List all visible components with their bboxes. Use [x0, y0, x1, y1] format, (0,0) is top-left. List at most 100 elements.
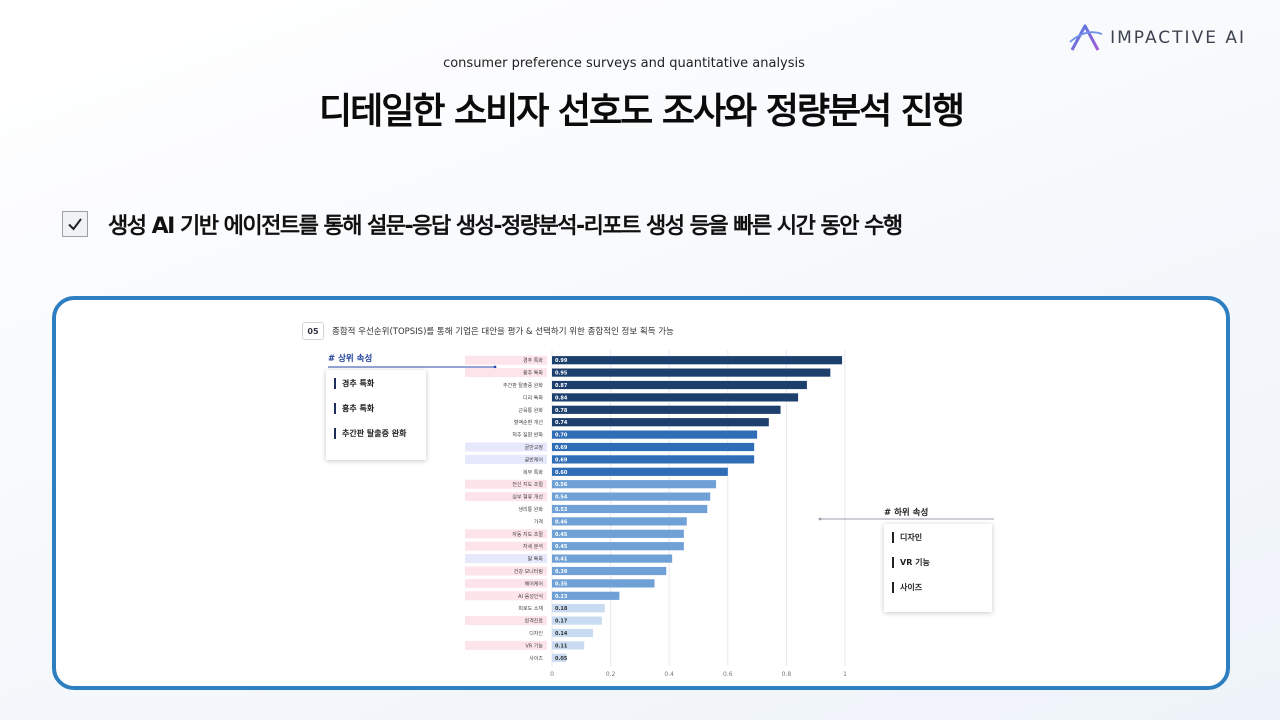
bullet-text: 생성 AI 기반 에이전트를 통해 설문-응답 생성-정량분석-리포트 생성 등… — [108, 214, 903, 239]
category-label: 흉추 특화 — [523, 370, 543, 377]
category-label: 원격진료 — [525, 618, 544, 625]
bar — [552, 653, 567, 662]
bar — [552, 542, 684, 551]
lower-attr-item: 사이즈 — [892, 582, 992, 593]
data-label: 0.35 — [555, 581, 568, 587]
data-label: 0.78 — [555, 408, 568, 414]
category-label: 심부 혈류 개선 — [512, 494, 543, 501]
category-label: 골반케어 — [525, 456, 543, 463]
upper-attr-item: 경추 특화 — [334, 378, 426, 389]
category-highlight — [465, 591, 547, 601]
category-label: 골반교정 — [525, 444, 543, 451]
data-label: 0.74 — [555, 420, 568, 426]
bar — [552, 418, 769, 427]
data-label: 0.41 — [555, 557, 568, 563]
data-label: 0.87 — [555, 383, 568, 389]
x-tick-label: 1 — [843, 671, 847, 676]
panel-header: 05 종합적 우선순위(TOPSIS)를 통해 기업은 대안을 평가 & 선택하… — [302, 322, 674, 340]
lower-attr-item: VR 기능 — [892, 557, 992, 568]
bar — [552, 368, 831, 377]
category-label: 혈액순환 개선 — [514, 419, 544, 426]
data-label: 0.69 — [555, 445, 568, 451]
category-label: 척추 질환 완화 — [512, 432, 543, 439]
category-label: 복부 특화 — [523, 470, 543, 476]
data-label: 0.23 — [555, 594, 568, 600]
category-highlight — [465, 578, 547, 588]
data-label: 0.45 — [555, 532, 568, 538]
panel-number: 05 — [302, 322, 324, 340]
upper-attr-title: # 상위 속성 — [328, 354, 373, 364]
data-label: 0.11 — [555, 643, 568, 649]
category-highlight — [465, 566, 547, 576]
upper-attr-item: 흉추 특화 — [334, 403, 426, 414]
category-label: 생리통 완화 — [518, 506, 543, 513]
bar — [552, 591, 620, 600]
category-highlight — [465, 640, 547, 650]
data-label: 0.45 — [555, 544, 568, 550]
bar — [552, 517, 687, 526]
category-label: VR 기능 — [525, 642, 543, 649]
bar — [552, 616, 602, 625]
category-label: 근육통 완화 — [518, 407, 543, 414]
category-label: 전신 지도 조절 — [512, 481, 543, 488]
category-label: 추간판 탈출증 완화 — [503, 382, 543, 389]
bar — [552, 504, 708, 514]
category-highlight — [465, 529, 547, 539]
data-label: 0.99 — [555, 358, 568, 364]
checkbox-icon — [62, 211, 88, 237]
bar — [552, 554, 673, 563]
bar — [552, 641, 585, 650]
data-label: 0.39 — [555, 569, 568, 575]
data-label: 0.60 — [555, 470, 568, 476]
lower-pointer-dot — [818, 517, 822, 521]
category-label: 팔 특화 — [528, 556, 544, 563]
page-title: 디테일한 소비자 선호도 조사와 정량분석 진행 — [319, 91, 965, 132]
data-label: 0.14 — [555, 631, 568, 637]
bar — [552, 628, 594, 638]
category-highlight — [465, 479, 547, 489]
category-label: 디자인 — [529, 630, 543, 637]
a-logo-icon — [1069, 24, 1103, 51]
category-highlight — [465, 442, 547, 452]
bar — [552, 380, 807, 390]
category-highlight — [465, 616, 547, 626]
category-highlight — [465, 492, 547, 502]
logo-text: IMPACTIVE AI — [1110, 28, 1246, 48]
topsis-bar-chart: 0 0.2 0.4 0.6 0.8 1 경추 특화 0.99 흉추 특화 0.95 추간판 탈출증 … — [328, 350, 994, 676]
x-tick-label: 0.4 — [664, 671, 674, 676]
data-label: 0.69 — [555, 457, 568, 463]
bar — [552, 467, 728, 476]
chart-frame: 05 종합적 우선순위(TOPSIS)를 통해 기업은 대안을 평가 & 선택하… — [52, 296, 1230, 690]
bar — [552, 455, 755, 464]
company-logo: IMPACTIVE AI — [1068, 22, 1246, 54]
lower-attr-item: 디자인 — [892, 532, 992, 543]
category-label: 건강 모니터링 — [514, 568, 543, 575]
lower-attr-title: # 하위 속성 — [884, 508, 929, 518]
data-label: 0.17 — [555, 619, 568, 625]
bar — [552, 579, 655, 588]
bar — [552, 442, 755, 452]
category-label: 헤어케어 — [525, 580, 543, 587]
lower-attr-box: 디자인 VR 기능 사이즈 — [884, 524, 992, 612]
chart-panel: 05 종합적 우선순위(TOPSIS)를 통해 기업은 대안을 평가 & 선택하… — [280, 312, 1008, 676]
category-label: 경추 특화 — [523, 357, 543, 364]
bullet-point: 생성 AI 기반 에이전트를 통해 설문-응답 생성-정량분석-리포트 생성 등… — [62, 208, 903, 240]
category-label: AI 음성인식 — [518, 593, 543, 600]
category-label: 자세 분석 — [523, 543, 543, 550]
category-label: 피로도 소재 — [518, 605, 543, 612]
data-label: 0.95 — [555, 371, 568, 377]
upper-attr-item: 추간판 탈출증 완화 — [334, 428, 426, 439]
upper-attr-box: 경추 특화 흉추 특화 추간판 탈출증 완화 — [326, 370, 426, 460]
bar — [552, 529, 684, 538]
page-subtitle: consumer preference surveys and quantita… — [443, 56, 805, 71]
bar — [552, 604, 605, 613]
category-label: 가격 — [534, 518, 543, 525]
bar — [552, 405, 781, 414]
panel-header-text: 종합적 우선순위(TOPSIS)를 통해 기업은 대안을 평가 & 선택하기 위… — [332, 327, 674, 337]
category-highlight — [465, 368, 547, 378]
x-tick-label: 0.8 — [782, 671, 792, 676]
data-label: 0.56 — [555, 482, 568, 488]
bar — [552, 566, 667, 576]
bar — [552, 356, 843, 365]
bar — [552, 492, 711, 501]
